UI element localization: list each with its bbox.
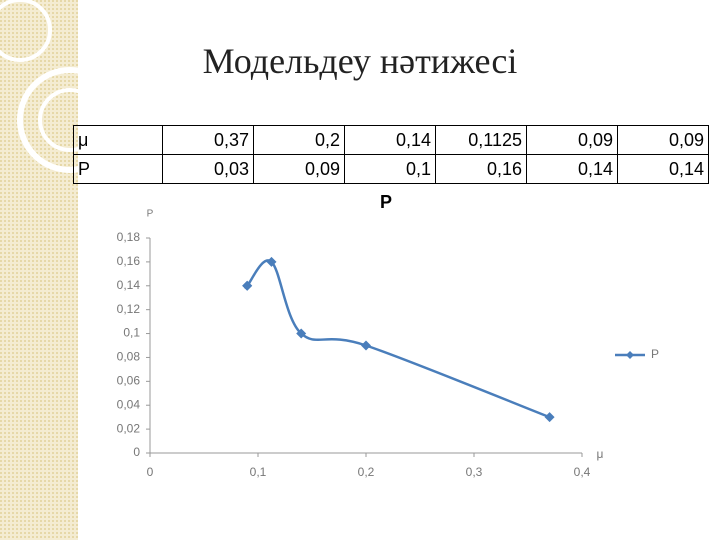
chart-title: P [380,192,392,212]
marker [361,340,371,351]
marker [266,256,277,267]
slide-title: Модельдеу нәтижесі [202,41,518,81]
table-row: μ 0,37 0,2 0,14 0,1125 0,09 0,09 [73,125,709,155]
marker [242,280,253,291]
decoration [0,0,80,540]
y-tick-label: 0,06 [117,374,141,388]
y-tick-label: 0,18 [117,230,141,244]
table-cell: 0,09 [253,154,345,184]
table-cell: 0,16 [435,154,527,184]
y-tick-label: 0 [133,445,140,459]
y-tick-label: 0,02 [117,421,141,435]
table-cell: P [73,154,163,184]
table-cell: 0,14 [617,154,709,184]
y-tick-label: 0,1 [123,326,140,340]
table-cell: 0,1125 [435,125,527,155]
series-line [244,259,551,419]
data-table: μ 0,37 0,2 0,14 0,1125 0,09 0,09 P 0,03 0,09 0,1 0,… [73,125,709,184]
x-axis-label: μ [597,447,604,461]
x-tick-label: 0,1 [250,465,267,479]
table-cell: μ [73,125,163,155]
legend-label: P [651,347,659,361]
y-tick-label: 0,14 [117,278,141,292]
x-tick-label: 0,4 [574,465,591,479]
table-cell: 0,1 [344,154,436,184]
y-tick-label: 0,08 [117,350,141,364]
table-cell: 0,14 [526,154,618,184]
table-cell: 0,03 [162,154,254,184]
marker [296,328,307,339]
x-tick-label: 0,2 [358,465,375,479]
table-row: P 0,03 0,09 0,1 0,16 0,14 0,14 [73,154,709,184]
y-axis-label: P [147,209,154,220]
x-tick-label: 0 [147,465,154,479]
y-tick-label: 0,04 [117,397,141,411]
y-tick-label: 0,12 [117,302,141,316]
table-cell: 0,09 [617,125,709,155]
marker [544,412,555,423]
legend-marker [626,351,634,359]
y-tick-label: 0,16 [117,254,141,268]
x-tick-label: 0,3 [466,465,483,479]
